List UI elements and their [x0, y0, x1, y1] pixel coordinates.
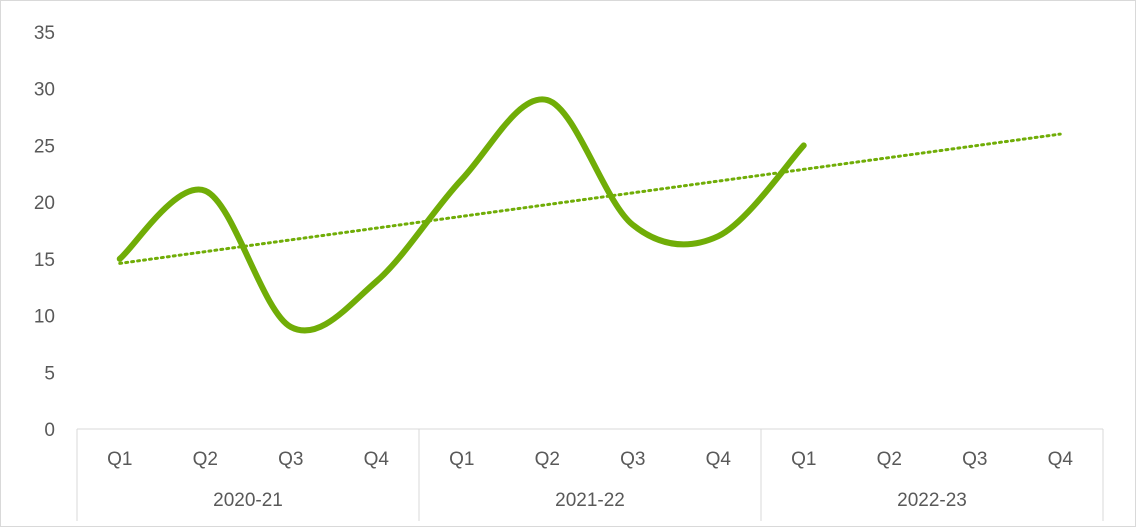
y-tick-label: 35	[34, 23, 55, 44]
data-point	[544, 97, 550, 103]
data-point	[202, 188, 208, 194]
x-tick-label: Q4	[1048, 449, 1074, 470]
data-point	[715, 233, 721, 239]
x-tick-label: Q4	[706, 449, 732, 470]
x-tick-label: Q3	[962, 449, 987, 470]
y-tick-label: 10	[34, 307, 55, 328]
x-tick-label: Q2	[877, 449, 902, 470]
x-axis	[76, 428, 1104, 521]
x-tick-label: Q2	[535, 449, 560, 470]
y-axis-labels: 0 5 10 15 20 25 30 35	[34, 23, 55, 441]
data-point	[459, 176, 465, 182]
group-label: 2022-23	[897, 490, 967, 511]
data-point	[288, 324, 294, 330]
group-label: 2020-21	[213, 490, 283, 511]
group-labels: 2020-21 2021-22 2022-23	[213, 490, 967, 511]
x-tick-label: Q3	[620, 449, 645, 470]
x-tick-label: Q2	[193, 449, 218, 470]
x-tick-label: Q4	[364, 449, 390, 470]
y-tick-label: 20	[34, 193, 55, 214]
trendline	[118, 132, 1062, 265]
trendline-layer	[118, 132, 1062, 265]
data-point	[801, 142, 807, 148]
y-tick-label: 15	[34, 250, 55, 271]
x-tick-label: Q1	[791, 449, 816, 470]
y-tick-label: 25	[34, 136, 55, 157]
y-tick-label: 0	[44, 420, 55, 441]
data-point	[373, 279, 379, 285]
y-tick-label: 5	[44, 363, 55, 384]
series-layer	[116, 96, 807, 334]
data-point	[630, 222, 636, 228]
category-labels: Q1 Q2 Q3 Q4 Q1 Q2 Q3 Q4 Q1 Q2 Q3 Q4	[107, 449, 1073, 470]
x-tick-label: Q3	[278, 449, 303, 470]
x-tick-label: Q1	[449, 449, 474, 470]
series-line	[116, 96, 807, 334]
x-tick-label: Q1	[107, 449, 132, 470]
data-point	[117, 256, 123, 262]
group-label: 2021-22	[555, 490, 625, 511]
y-tick-label: 30	[34, 80, 55, 101]
